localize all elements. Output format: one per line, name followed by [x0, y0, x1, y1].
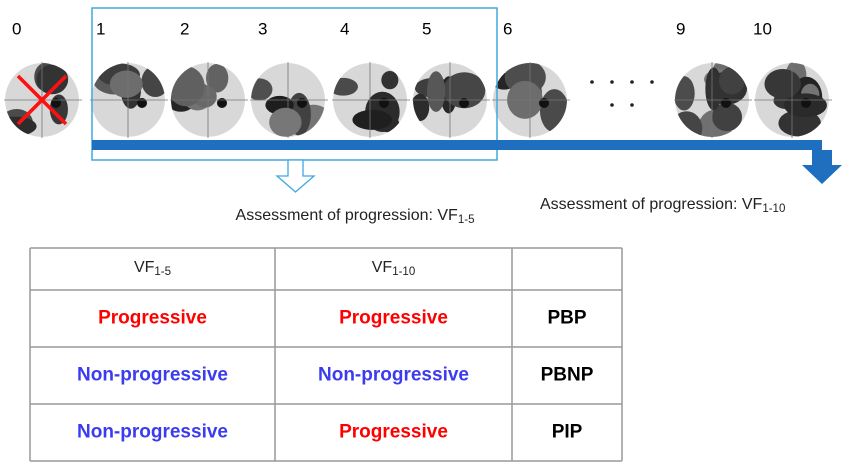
table-cell: PIP	[552, 422, 583, 443]
blind-spot	[801, 98, 811, 108]
field-defect	[413, 93, 430, 122]
field-defect	[251, 78, 273, 101]
cross-out	[16, 74, 68, 126]
label: VF1-10	[372, 259, 416, 278]
blind-spot	[379, 98, 389, 108]
blind-spot	[539, 98, 549, 108]
visual-field	[170, 62, 248, 138]
label-text: Assessment of progression: VF	[540, 196, 763, 213]
label: Assessment of progression: VF1-5	[236, 207, 475, 226]
visual-field	[332, 62, 410, 138]
field-defect	[206, 63, 229, 93]
table-cell: Non-progressive	[318, 365, 469, 386]
visual-field	[492, 62, 570, 138]
visual-field	[754, 62, 832, 138]
table-cell: Non-progressive	[77, 422, 228, 443]
hollow-arrow	[275, 159, 316, 193]
visual-field	[250, 62, 328, 138]
blind-spot	[217, 98, 227, 108]
timepoint-label: 4	[340, 19, 349, 38]
field-defect	[333, 77, 358, 96]
field-defect	[141, 65, 165, 98]
label-text: VF	[372, 259, 393, 276]
field-defect	[426, 71, 446, 112]
field-pattern	[675, 63, 749, 137]
field-defect	[352, 109, 393, 130]
annotations: Assessment of progression: VF1-5Assessme…	[236, 196, 786, 226]
visual-field	[412, 62, 490, 138]
visual-fields	[4, 62, 832, 138]
blind-spot	[137, 98, 147, 108]
timepoint-label: 0	[12, 19, 21, 38]
label-subscript: 1-5	[458, 214, 475, 226]
blind-spot	[459, 98, 469, 108]
field-defect	[269, 107, 302, 137]
label-text: Assessment of progression: VF	[236, 207, 459, 224]
timepoint-label: 5	[422, 19, 431, 38]
visual-field	[4, 62, 82, 138]
timepoint-label: 9	[676, 19, 685, 38]
field-defect	[764, 69, 801, 99]
visual-field	[90, 62, 168, 138]
table-cell: PBP	[547, 308, 586, 329]
blind-spot	[51, 98, 61, 108]
field-defect	[36, 64, 69, 95]
label: Assessment of progression: VF1-10	[540, 196, 785, 215]
blind-spot	[721, 98, 731, 108]
table-cell: Progressive	[339, 308, 448, 329]
table-cell: Non-progressive	[77, 365, 228, 386]
timepoint-label: 2	[180, 19, 189, 38]
table-cell: Progressive	[98, 308, 207, 329]
label-subscript: 1-5	[154, 266, 171, 278]
label-subscript: 1-10	[392, 266, 415, 278]
table-cell: PBNP	[541, 365, 594, 386]
timepoint-label: 6	[503, 19, 512, 38]
field-defect	[443, 72, 486, 109]
field-defect	[675, 76, 695, 111]
label-text: VF	[134, 259, 155, 276]
field-defect	[109, 70, 143, 98]
ellipsis	[590, 80, 654, 107]
table-cell: Progressive	[339, 422, 448, 443]
field-defect	[539, 89, 567, 133]
timepoint-label: 10	[753, 19, 772, 38]
field-defect	[718, 66, 745, 95]
progress-bar	[92, 140, 822, 150]
field-pattern	[251, 63, 325, 137]
field-pattern	[755, 63, 829, 137]
visual-field	[674, 62, 752, 138]
field-defect	[712, 102, 743, 132]
down-arrow	[802, 150, 842, 184]
blind-spot	[297, 98, 307, 108]
label: VF1-5	[134, 259, 171, 278]
label-subscript: 1-10	[762, 203, 785, 215]
field-defect	[381, 70, 399, 90]
timepoint-label: 1	[96, 19, 105, 38]
timepoint-label: 3	[258, 19, 267, 38]
